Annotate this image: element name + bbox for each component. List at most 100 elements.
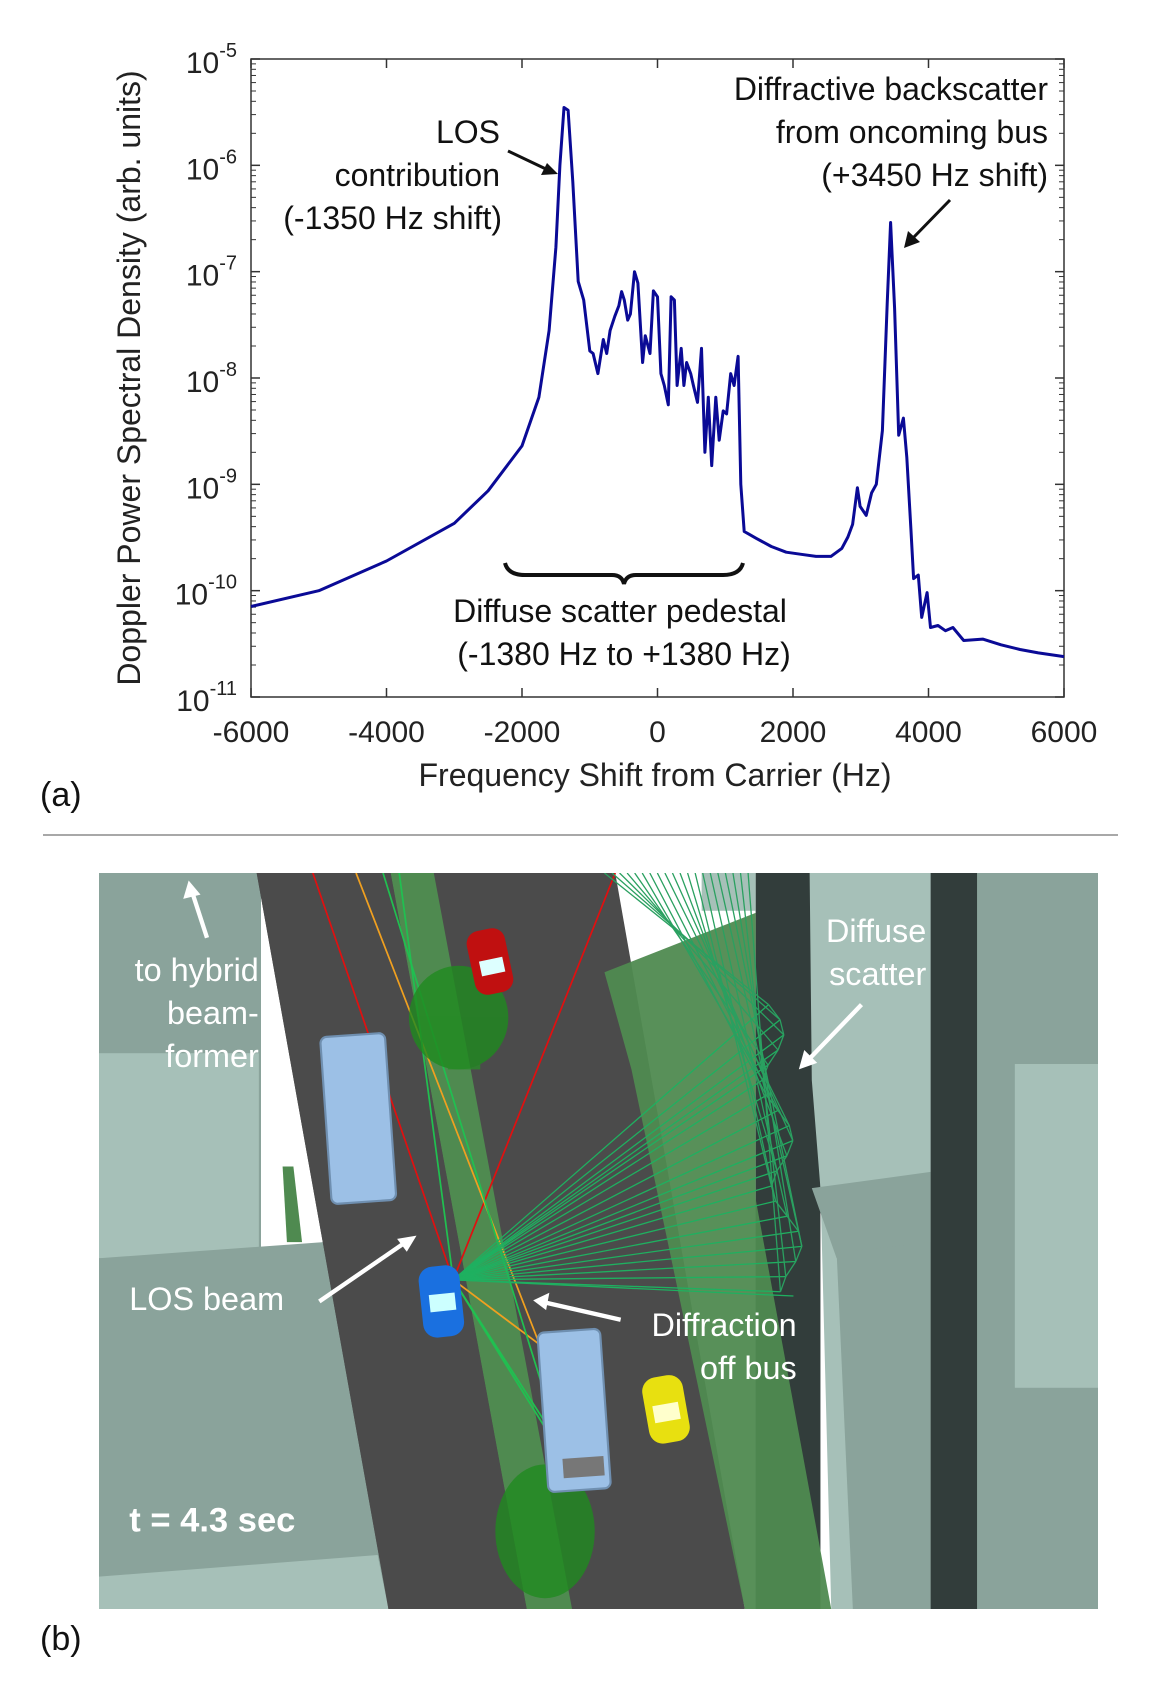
ray-diffuse <box>702 873 777 1202</box>
bus-arrow <box>904 198 952 248</box>
y-tick-label: 10-6 <box>186 146 237 186</box>
y-tick-label: 10-10 <box>175 572 237 612</box>
ray-diffuse <box>452 1094 767 1281</box>
ray-diffuse <box>452 1034 785 1281</box>
ray-direct-green <box>398 873 455 1280</box>
los-annotation-line: LOS <box>436 114 500 150</box>
los-arrow <box>507 149 558 175</box>
los-annotation: LOS contribution (-1350 Hz shift) <box>283 114 502 236</box>
panel-separator <box>43 834 1118 836</box>
y-tick-label: 10-11 <box>176 678 237 718</box>
ray-diffuse <box>656 873 779 1111</box>
x-tick-label: -2000 <box>484 716 561 749</box>
y-axis-label: Doppler Power Spectral Density (arb. uni… <box>111 70 147 685</box>
tree-bottom <box>495 1464 595 1599</box>
label-time: t = 4.3 sec <box>129 1501 295 1539</box>
ray-diffuse <box>453 1279 794 1297</box>
scene-arrows <box>183 880 864 1322</box>
bus-annotation-line: from oncoming bus <box>776 114 1048 150</box>
building-left-bottom-face <box>99 1555 389 1609</box>
building-far-right-face <box>1014 1064 1098 1388</box>
doppler-psd-chart: -6000 -4000 -2000 0 2000 4000 6000 10-5 10-6 10-7… <box>111 40 1098 793</box>
label-hybrid: former <box>165 1038 259 1074</box>
building-right-column <box>930 873 980 1609</box>
axis-ticks: -6000 -4000 -2000 0 2000 4000 6000 10-5 10-6 10-7… <box>175 40 1098 749</box>
x-tick-label: 0 <box>649 716 666 749</box>
building-left-bottom <box>99 1242 389 1609</box>
panel-b-label: (b) <box>40 1620 82 1658</box>
ray-diffuse <box>777 1034 785 1051</box>
ray-diffuse <box>452 1004 770 1281</box>
ray-direct-green <box>382 873 563 1448</box>
pedestal-annotation-line: (-1380 Hz to +1380 Hz) <box>457 636 791 672</box>
ray-diffuse <box>452 1079 763 1281</box>
ray-diffuse <box>747 873 782 1292</box>
ray-diffuse <box>795 1246 803 1262</box>
building-right-mid-shade <box>811 1171 931 1259</box>
ray-diffuse <box>452 1124 790 1281</box>
ray-diffuse <box>453 1275 786 1281</box>
ray-diffuse <box>768 1004 781 1021</box>
ray-diffuse <box>611 873 781 1021</box>
ray-diffuse <box>785 1261 797 1277</box>
arrow-diffuse <box>805 1003 864 1063</box>
bus-parked <box>319 1032 398 1205</box>
x-tick-label: -6000 <box>213 716 290 749</box>
grass-strip-left <box>282 1166 303 1243</box>
scene-labels: to hybrid beam- former Diffuse scatter L… <box>129 913 926 1539</box>
scene-render: to hybrid beam- former Diffuse scatter L… <box>99 873 1098 1609</box>
ray-diffuse <box>452 1140 794 1281</box>
ray-diffuse <box>453 1185 772 1281</box>
ray-tracing-scene: to hybrid beam- former Diffuse scatter L… <box>99 873 1098 1609</box>
ray-diffuse <box>453 1245 802 1281</box>
ray-diffuse <box>641 873 763 1081</box>
car-yellow <box>642 1375 690 1444</box>
ray-diffuse <box>453 1170 778 1281</box>
ray-diffuse <box>717 873 800 1232</box>
bus-annotation: Diffractive backscatter from oncoming bu… <box>734 71 1049 193</box>
ray-diffuse <box>453 1260 796 1281</box>
ray-diffuse <box>732 873 797 1262</box>
ray-diffuse <box>453 1200 776 1281</box>
car-red <box>466 928 514 995</box>
pedestal-brace <box>503 562 745 585</box>
bus-annotation-line: (+3450 Hz shift) <box>821 157 1048 193</box>
ray-diffuse <box>767 1049 779 1066</box>
label-diffuse: scatter <box>829 956 926 992</box>
ray-direct-green <box>452 1279 552 1437</box>
label-hybrid: beam- <box>167 995 259 1031</box>
ray-diffuse <box>686 873 778 1172</box>
panel-a-label: (a) <box>40 776 82 814</box>
label-diffraction: off bus <box>700 1350 797 1386</box>
grass-strip-right <box>604 912 832 1609</box>
ray-diffuse <box>786 1140 794 1156</box>
ray-los <box>452 873 617 1281</box>
y-tick-label: 10-9 <box>186 465 237 505</box>
x-axis-label: Frequency Shift from Carrier (Hz) <box>419 757 892 793</box>
ray-diffuse <box>619 873 785 1036</box>
y-tick-label: 10-5 <box>186 40 237 80</box>
bus-annotation-line: Diffractive backscatter <box>734 71 1049 107</box>
ray-diffuse <box>797 1231 803 1247</box>
x-tick-label: 6000 <box>1031 716 1098 749</box>
car-blue-receiver <box>418 1265 465 1338</box>
y-tick-label: 10-8 <box>186 359 237 399</box>
y-tick-label: 10-7 <box>186 253 237 293</box>
building-right-lower <box>836 1242 931 1609</box>
label-diffraction: Diffraction <box>651 1307 796 1343</box>
psd-series-line <box>250 106 1065 659</box>
label-los-beam: LOS beam <box>129 1281 284 1317</box>
label-hybrid: to hybrid <box>135 952 259 988</box>
ray-diffuse <box>452 1019 781 1281</box>
arrow-hybrid <box>189 890 210 939</box>
ray-diffuse <box>779 1019 785 1036</box>
x-tick-label: 2000 <box>760 716 827 749</box>
ray-diffuse <box>452 1109 779 1281</box>
pedestal-annotation: Diffuse scatter pedestal (-1380 Hz to +1… <box>453 593 791 672</box>
label-diffuse: Diffuse <box>826 913 926 949</box>
ray-diffuse <box>452 1064 769 1281</box>
ray-diffuse <box>709 873 788 1217</box>
ray-diffuse <box>453 1215 788 1281</box>
x-tick-label: 4000 <box>895 716 962 749</box>
building-left-top-face <box>99 1053 259 1259</box>
